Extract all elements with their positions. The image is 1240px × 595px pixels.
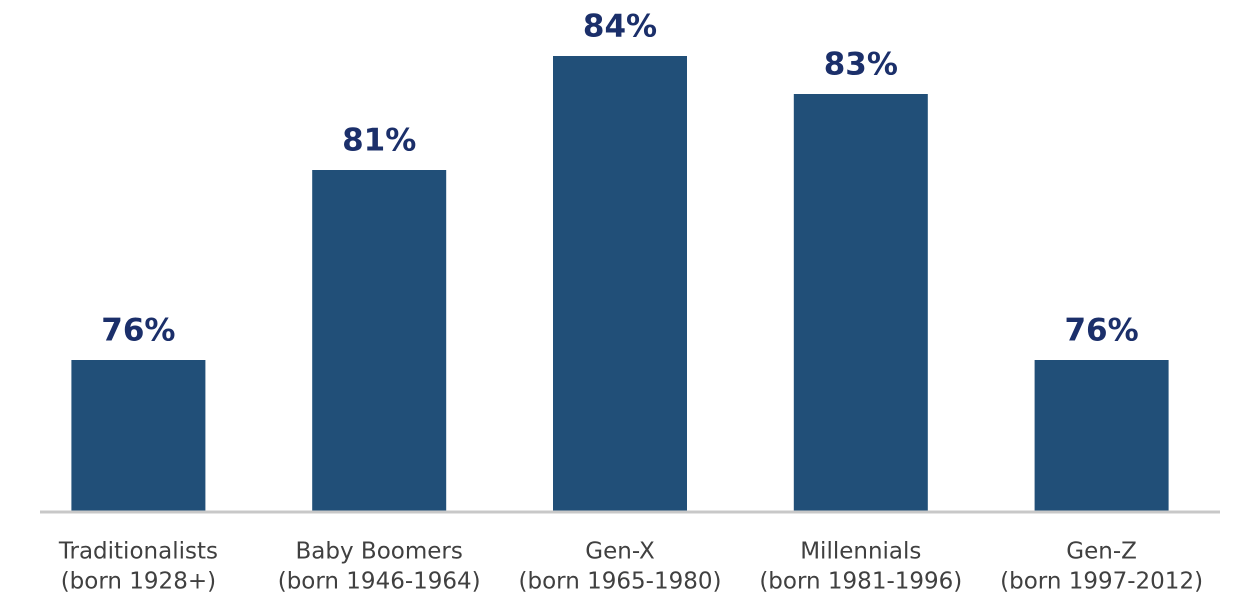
x-tick-label: (born 1946-1964) xyxy=(278,569,481,595)
value-label: 81% xyxy=(342,123,416,159)
x-tick-label: (born 1997-2012) xyxy=(1000,569,1203,595)
x-tick-label: (born 1928+) xyxy=(61,569,216,595)
bar xyxy=(793,94,928,512)
value-label: 76% xyxy=(1064,313,1138,349)
x-tick-label: Traditionalists xyxy=(58,539,218,565)
bar xyxy=(1034,360,1169,512)
x-tick-label: Gen-X xyxy=(585,539,655,565)
value-label: 84% xyxy=(583,9,657,45)
bar xyxy=(553,56,687,512)
x-tick-label: Millennials xyxy=(800,539,921,565)
x-tick-label: Gen-Z xyxy=(1066,539,1137,565)
value-label: 83% xyxy=(824,47,898,83)
x-tick-label: (born 1965-1980) xyxy=(519,569,722,595)
x-tick-label: (born 1981-1996) xyxy=(759,569,962,595)
x-tick-label: Baby Boomers xyxy=(296,539,463,565)
bar xyxy=(71,360,206,512)
value-label: 76% xyxy=(101,313,175,349)
bar xyxy=(312,170,447,512)
